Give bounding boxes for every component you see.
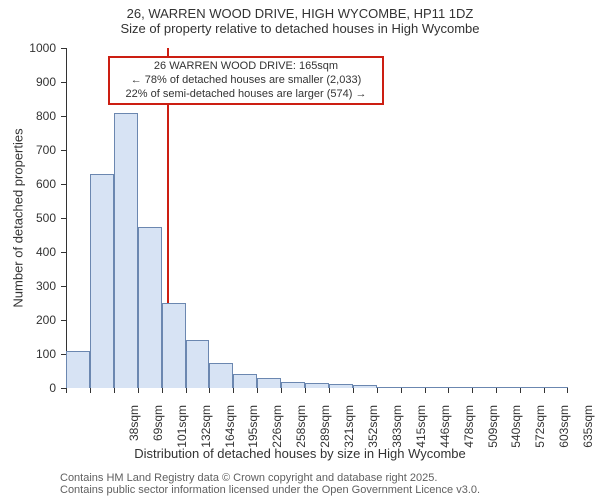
y-tick-label: 600 <box>26 177 56 191</box>
x-tick-mark <box>329 388 330 393</box>
y-tick-mark <box>61 184 66 185</box>
x-tick-mark <box>281 388 282 393</box>
x-tick-label: 352sqm <box>366 405 380 465</box>
y-tick-mark <box>61 252 66 253</box>
callout-line-3: 22% of semi-detached houses are larger (… <box>114 88 378 102</box>
y-tick-mark <box>61 320 66 321</box>
histogram-bar <box>520 387 544 388</box>
chart-title: 26, WARREN WOOD DRIVE, HIGH WYCOMBE, HP1… <box>0 6 600 21</box>
x-tick-label: 289sqm <box>318 405 332 465</box>
x-tick-label: 540sqm <box>509 405 523 465</box>
attribution: Contains HM Land Registry data © Crown c… <box>60 472 480 496</box>
histogram-bar <box>114 113 138 388</box>
histogram-bar <box>448 387 472 388</box>
x-tick-mark <box>233 388 234 393</box>
y-tick-mark <box>61 150 66 151</box>
x-tick-mark <box>186 388 187 393</box>
x-tick-mark <box>401 388 402 393</box>
histogram-bar <box>281 382 305 388</box>
x-tick-label: 603sqm <box>557 405 571 465</box>
y-tick-mark <box>61 48 66 49</box>
x-tick-mark <box>162 388 163 393</box>
x-tick-mark <box>448 388 449 393</box>
attribution-line-2: Contains public sector information licen… <box>60 484 480 496</box>
y-tick-mark <box>61 116 66 117</box>
x-tick-label: 478sqm <box>462 405 476 465</box>
y-tick-label: 1000 <box>26 41 56 55</box>
histogram-bar <box>66 351 90 388</box>
y-tick-label: 500 <box>26 211 56 225</box>
y-tick-label: 200 <box>26 313 56 327</box>
callout-line-1: 26 WARREN WOOD DRIVE: 165sqm <box>114 60 378 74</box>
x-tick-mark <box>66 388 67 393</box>
chart-container: 26, WARREN WOOD DRIVE, HIGH WYCOMBE, HP1… <box>0 0 600 500</box>
x-tick-mark <box>377 388 378 393</box>
x-tick-label: 258sqm <box>294 405 308 465</box>
histogram-bar <box>305 383 329 388</box>
histogram-bar <box>353 385 377 388</box>
histogram-bar <box>257 378 281 388</box>
y-axis-line <box>66 48 67 388</box>
callout-line-2: ← 78% of detached houses are smaller (2,… <box>114 74 378 88</box>
plot-area: 26 WARREN WOOD DRIVE: 165sqm ← 78% of de… <box>66 48 568 388</box>
x-tick-mark <box>114 388 115 393</box>
x-tick-mark <box>544 388 545 393</box>
histogram-bar <box>162 303 186 388</box>
x-tick-label: 38sqm <box>127 405 141 465</box>
histogram-bar <box>186 340 210 388</box>
histogram-bar <box>401 387 425 388</box>
chart-titles: 26, WARREN WOOD DRIVE, HIGH WYCOMBE, HP1… <box>0 6 600 36</box>
y-tick-mark <box>61 82 66 83</box>
x-tick-label: 226sqm <box>270 405 284 465</box>
x-tick-mark <box>425 388 426 393</box>
chart-subtitle: Size of property relative to detached ho… <box>0 21 600 36</box>
histogram-bar <box>329 384 353 388</box>
x-tick-mark <box>472 388 473 393</box>
x-tick-label: 572sqm <box>533 405 547 465</box>
attribution-line-1: Contains HM Land Registry data © Crown c… <box>60 472 480 484</box>
x-tick-label: 321sqm <box>342 405 356 465</box>
histogram-bar <box>472 387 496 388</box>
histogram-bar <box>496 387 520 388</box>
x-tick-mark <box>353 388 354 393</box>
y-tick-mark <box>61 218 66 219</box>
x-tick-mark <box>496 388 497 393</box>
x-tick-label: 101sqm <box>175 405 189 465</box>
y-tick-mark <box>61 286 66 287</box>
x-tick-label: 383sqm <box>390 405 404 465</box>
x-tick-label: 446sqm <box>438 405 452 465</box>
y-tick-label: 300 <box>26 279 56 293</box>
x-tick-label: 132sqm <box>199 405 213 465</box>
y-tick-label: 900 <box>26 75 56 89</box>
histogram-bar <box>209 363 233 389</box>
histogram-bar <box>544 387 568 388</box>
y-axis-label: Number of detached properties <box>11 128 26 307</box>
y-tick-label: 400 <box>26 245 56 259</box>
callout-box: 26 WARREN WOOD DRIVE: 165sqm ← 78% of de… <box>108 56 384 105</box>
x-tick-label: 415sqm <box>414 405 428 465</box>
y-tick-label: 800 <box>26 109 56 123</box>
y-tick-label: 700 <box>26 143 56 157</box>
x-tick-mark <box>567 388 568 393</box>
x-tick-mark <box>257 388 258 393</box>
y-tick-label: 100 <box>26 347 56 361</box>
y-tick-label: 0 <box>26 381 56 395</box>
histogram-bar <box>233 374 257 388</box>
x-tick-label: 164sqm <box>223 405 237 465</box>
histogram-bar <box>90 174 114 388</box>
x-tick-label: 195sqm <box>246 405 260 465</box>
histogram-bar <box>138 227 162 389</box>
histogram-bar <box>425 387 449 388</box>
x-tick-label: 509sqm <box>486 405 500 465</box>
x-tick-mark <box>209 388 210 393</box>
x-tick-mark <box>520 388 521 393</box>
x-tick-mark <box>138 388 139 393</box>
histogram-bar <box>377 387 401 388</box>
x-tick-label: 69sqm <box>151 405 165 465</box>
x-tick-label: 635sqm <box>581 405 595 465</box>
x-tick-mark <box>305 388 306 393</box>
x-tick-mark <box>90 388 91 393</box>
